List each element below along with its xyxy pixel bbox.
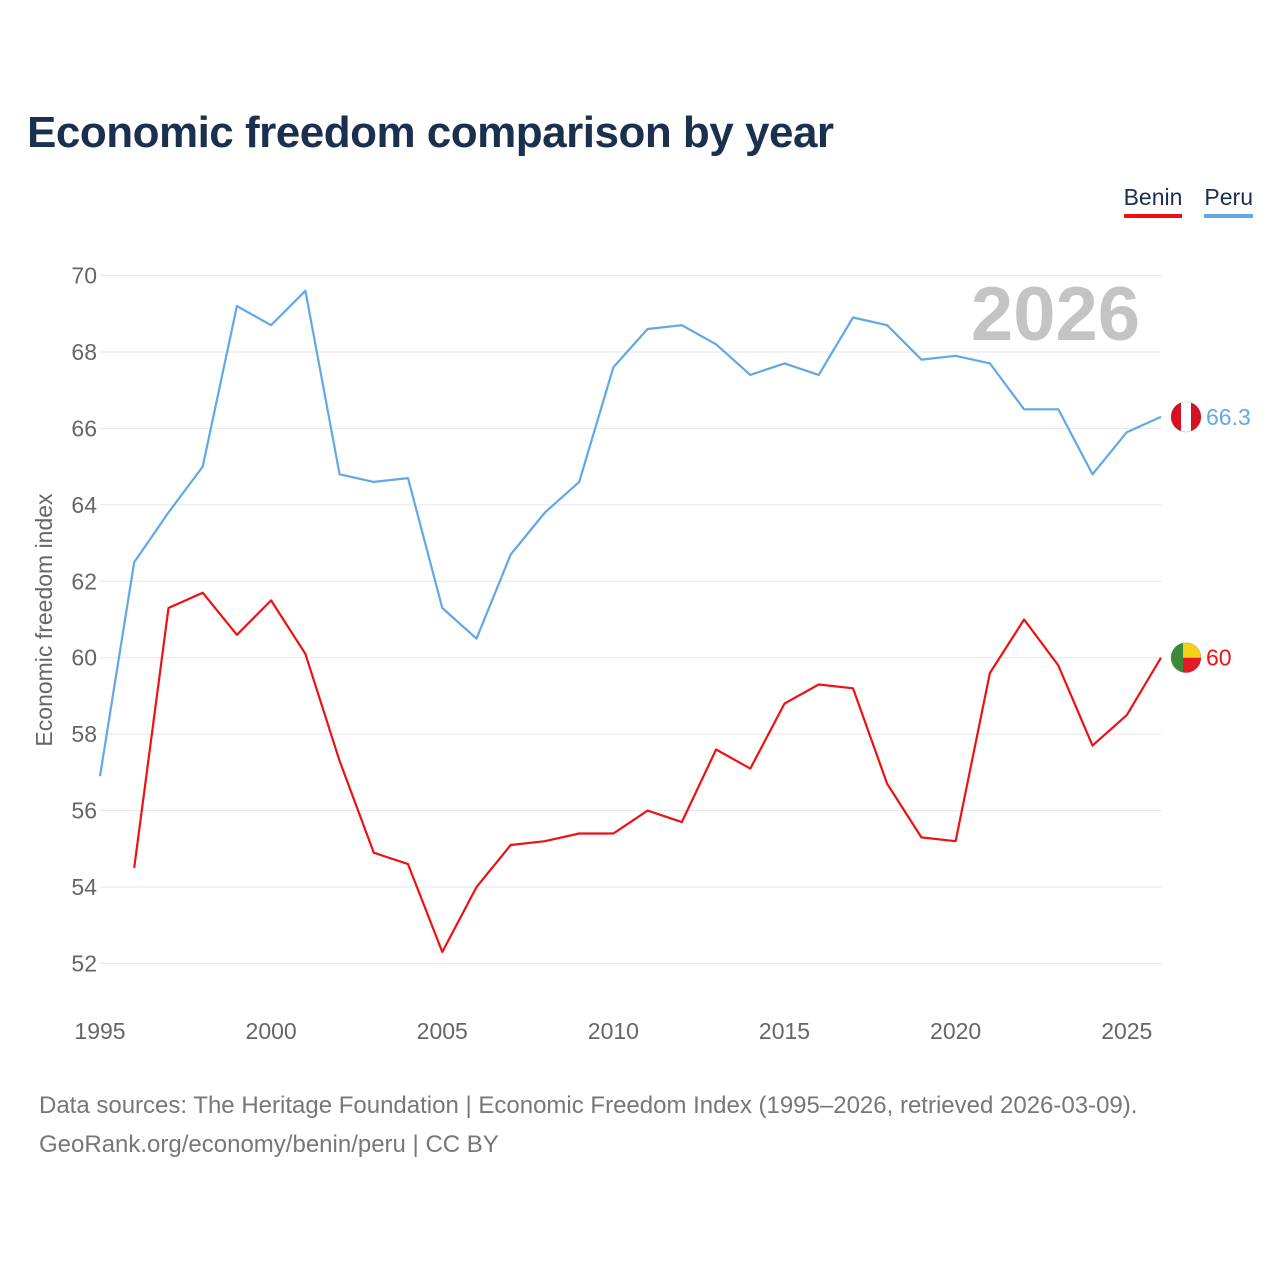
series-line-peru[interactable]: [98, 289, 1162, 777]
end-value-label-peru: 66.3: [1206, 404, 1251, 430]
year-watermark: 2026: [971, 272, 1140, 357]
y-tick-label: 70: [71, 263, 97, 289]
legend: Benin Peru: [1123, 184, 1253, 218]
x-tick-label: 2015: [759, 1018, 810, 1044]
x-axis-ticks: 1995 2000 2005 2010 2015 2020 2025: [74, 1018, 1152, 1044]
x-tick-label: 1995: [74, 1018, 125, 1044]
x-tick-label: 2020: [930, 1018, 981, 1044]
y-tick-label: 52: [71, 951, 97, 977]
end-value-label-benin: 60: [1206, 645, 1232, 671]
y-tick-label: 60: [71, 645, 97, 671]
x-tick-label: 2010: [588, 1018, 639, 1044]
page-title: Economic freedom comparison by year: [27, 108, 834, 157]
flag-icon-benin: [1170, 642, 1202, 674]
series-layer: [98, 289, 1162, 954]
y-tick-label: 66: [71, 415, 97, 441]
flag-icon-peru: [1170, 401, 1202, 433]
y-tick-label: 64: [71, 492, 97, 518]
y-tick-label: 68: [71, 339, 97, 365]
y-tick-label: 56: [71, 798, 97, 824]
y-axis-ticks: 52 54 56 58 60 62 64 66 68 70: [71, 263, 97, 977]
y-tick-label: 54: [71, 874, 97, 900]
gridlines: [100, 275, 1161, 964]
end-markers: 60 66.3: [1170, 401, 1251, 674]
credit-link[interactable]: GeoRank.org/economy/benin/peru | CC BY: [39, 1131, 499, 1158]
x-tick-label: 2000: [246, 1018, 297, 1044]
footer: Data sources: The Heritage Foundation | …: [39, 1086, 1137, 1164]
legend-item-benin[interactable]: Benin: [1123, 184, 1183, 218]
x-tick-label: 2005: [417, 1018, 468, 1044]
x-tick-label: 2025: [1101, 1018, 1152, 1044]
y-tick-label: 58: [71, 721, 97, 747]
legend-item-peru[interactable]: Peru: [1204, 184, 1253, 218]
series-line-benin[interactable]: [133, 591, 1162, 954]
y-tick-label: 62: [71, 568, 97, 594]
y-axis-label: Economic freedom index: [31, 493, 57, 747]
data-sources: Data sources: The Heritage Foundation | …: [39, 1092, 1138, 1119]
